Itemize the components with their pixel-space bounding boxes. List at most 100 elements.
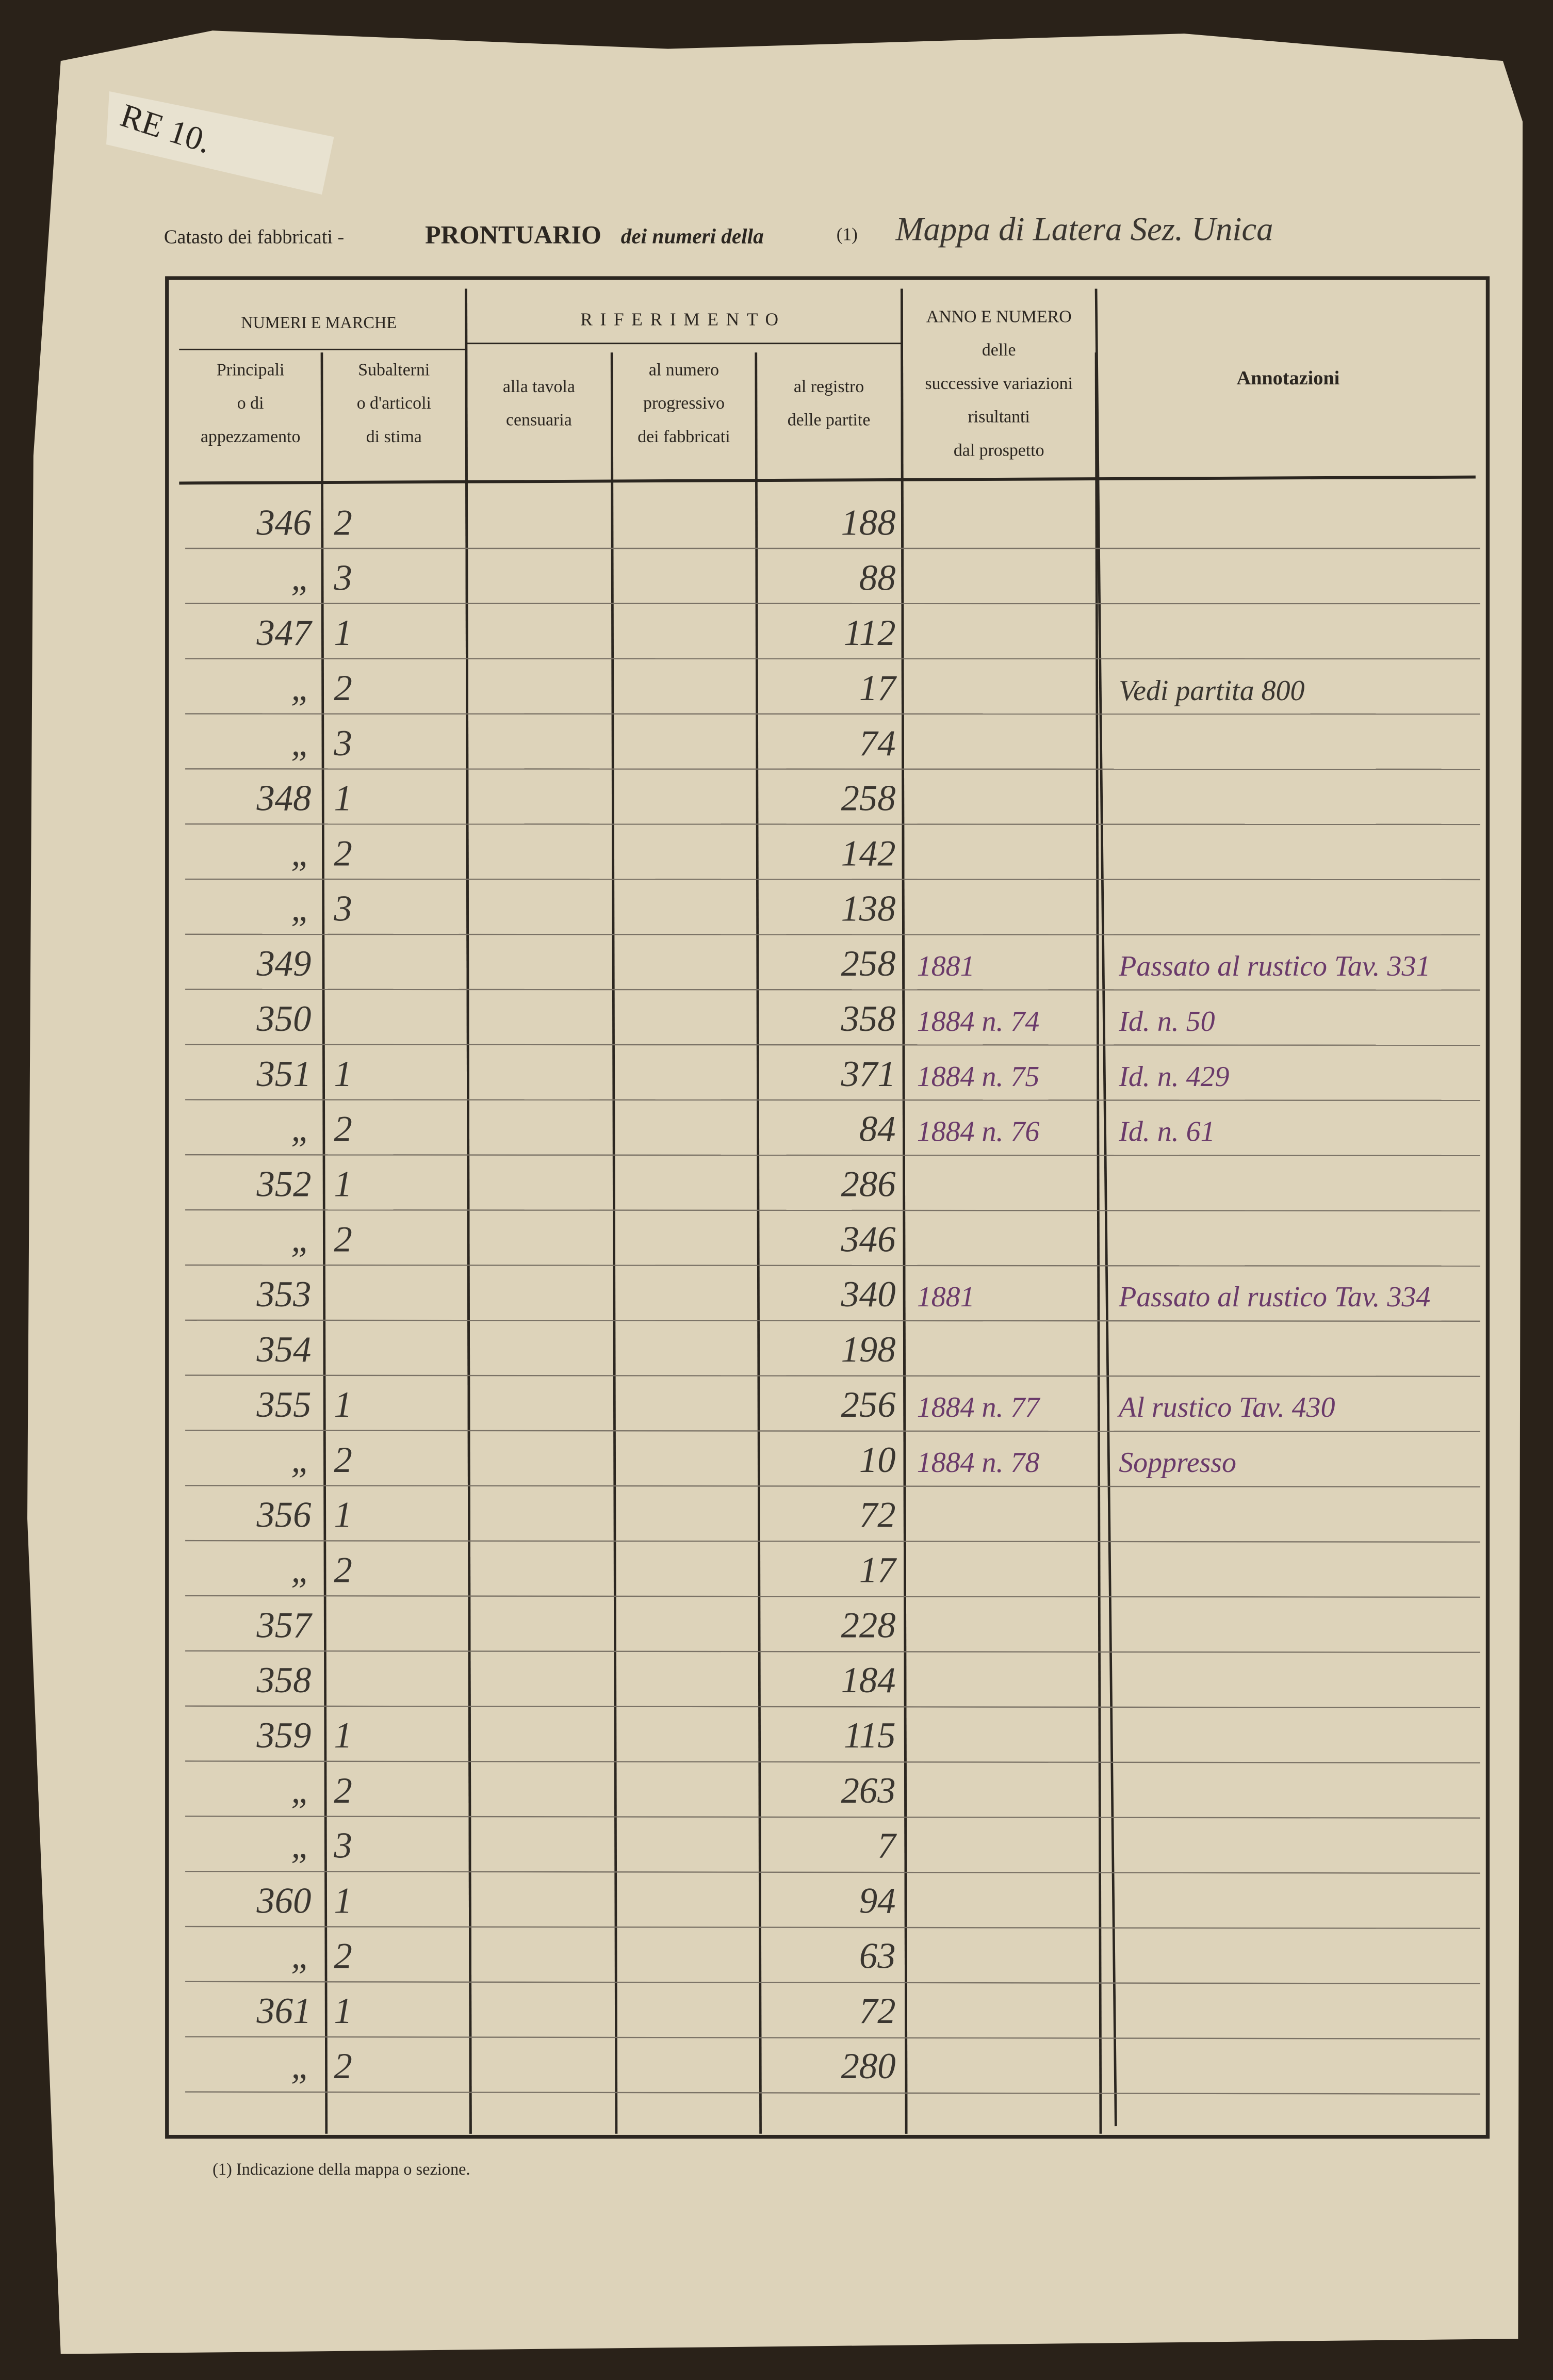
cell-anno: 1881 — [917, 950, 975, 982]
column-header: Subalterni — [358, 360, 430, 379]
cell-principale: 351 — [256, 1054, 311, 1094]
cell-subalterno: 2 — [334, 834, 352, 874]
row-rule — [185, 1925, 1480, 1929]
cell-registro: 142 — [841, 834, 896, 874]
column-header: al registro — [794, 377, 864, 396]
cell-annotazioni: Soppresso — [1119, 1447, 1236, 1479]
cell-subalterno: 3 — [334, 723, 352, 764]
column-header: delle partite — [788, 411, 871, 430]
cell-subalterno: 2 — [334, 1109, 352, 1149]
column-header: successive variazioni — [925, 374, 1072, 393]
cell-principale: 360 — [256, 1881, 311, 1921]
title-suffix: dei numeri della — [621, 224, 764, 248]
cell-principale: „ — [291, 1550, 311, 1590]
column-header: dei fabbricati — [637, 427, 730, 446]
cell-registro: 340 — [841, 1274, 896, 1315]
footnote: (1) Indicazione della mappa o sezione. — [212, 2160, 470, 2179]
cell-principale: „ — [291, 1771, 311, 1811]
label-sticker — [106, 91, 334, 195]
cell-registro: 198 — [841, 1330, 896, 1370]
cell-subalterno: 1 — [334, 1495, 352, 1535]
cell-principale: 349 — [256, 944, 311, 984]
cell-registro: 258 — [841, 944, 896, 984]
cell-subalterno: 2 — [334, 2046, 352, 2086]
cell-subalterno: 1 — [334, 1385, 352, 1425]
note-ref: (1) — [837, 224, 858, 244]
cell-anno: 1884 n. 78 — [917, 1447, 1040, 1479]
title-prefix: Catasto dei fabbricati - — [164, 226, 344, 248]
cell-anno: 1884 n. 76 — [917, 1116, 1040, 1148]
row-rule — [185, 1870, 1480, 1874]
row-rule — [185, 1154, 1480, 1157]
cell-principale: „ — [291, 888, 311, 929]
row-rule — [185, 1981, 1480, 1984]
row-rule — [185, 1760, 1480, 1763]
cell-registro: 112 — [844, 613, 896, 653]
cell-principale: „ — [291, 1936, 311, 1976]
row-rule — [185, 1264, 1480, 1267]
cell-subalterno: 1 — [334, 1054, 352, 1094]
cell-registro: 17 — [859, 668, 897, 708]
cell-registro: 72 — [859, 1991, 896, 2031]
cell-anno: 1884 n. 75 — [917, 1061, 1040, 1093]
cell-annotazioni: Passato al rustico Tav. 334 — [1118, 1281, 1430, 1313]
cell-principale: 356 — [256, 1495, 311, 1535]
column-header: appezzamento — [201, 427, 300, 446]
cell-principale: „ — [291, 1219, 311, 1259]
cell-subalterno: 2 — [334, 1936, 352, 1976]
cell-principale: 354 — [256, 1330, 311, 1370]
cell-anno: 1884 n. 77 — [917, 1391, 1041, 1423]
cell-registro: 371 — [841, 1054, 896, 1094]
cell-registro: 256 — [841, 1385, 896, 1425]
column-line — [755, 352, 762, 2134]
cell-registro: 88 — [859, 558, 896, 598]
cell-principale: „ — [291, 1109, 311, 1149]
cell-registro: 94 — [859, 1881, 896, 1921]
column-header: ANNO E NUMERO — [926, 307, 1072, 326]
cell-registro: 72 — [859, 1495, 896, 1535]
cell-subalterno: 2 — [334, 503, 352, 543]
cell-registro: 63 — [859, 1936, 896, 1976]
cell-subalterno: 1 — [334, 1715, 352, 1756]
row-rule — [185, 1209, 1480, 1212]
row-rule — [185, 1374, 1480, 1377]
cell-registro: 84 — [859, 1109, 896, 1149]
paper — [27, 30, 1523, 2354]
cell-principale: „ — [291, 1440, 311, 1480]
cell-annotazioni: Id. n. 50 — [1118, 1006, 1215, 1038]
cell-registro: 286 — [841, 1164, 896, 1205]
row-rule — [185, 1595, 1480, 1598]
column-line — [320, 352, 328, 2134]
cell-annotazioni: Passato al rustico Tav. 331 — [1118, 950, 1430, 982]
cell-annotazioni: Id. n. 61 — [1118, 1116, 1215, 1148]
cell-principale: 347 — [256, 613, 313, 653]
cell-subalterno: 3 — [334, 558, 352, 598]
cell-principale: „ — [291, 668, 311, 708]
column-header: censuaria — [506, 411, 572, 430]
cell-subalterno: 3 — [334, 1826, 352, 1866]
cell-registro: 228 — [841, 1605, 896, 1645]
row-rule — [185, 2091, 1480, 2095]
column-header: alla tavola — [503, 377, 575, 396]
cell-subalterno: 1 — [334, 1881, 352, 1921]
cell-registro: 280 — [841, 2046, 896, 2086]
row-rule — [185, 933, 1480, 936]
cell-subalterno: 2 — [334, 1771, 352, 1811]
header-rule — [179, 475, 1476, 485]
cell-registro: 188 — [841, 503, 896, 543]
cell-registro: 346 — [841, 1219, 896, 1259]
row-rule — [185, 1485, 1480, 1487]
row-rule — [185, 878, 1480, 881]
row-rule — [185, 1099, 1480, 1102]
column-header: Principali — [217, 360, 285, 379]
cell-principale: 350 — [256, 999, 311, 1039]
cell-principale: „ — [291, 1826, 311, 1866]
cell-subalterno: 1 — [334, 1164, 352, 1205]
cell-principale: 358 — [256, 1660, 311, 1701]
cell-registro: 258 — [841, 779, 896, 819]
cell-subalterno: 1 — [334, 779, 352, 819]
column-header: risultanti — [968, 408, 1030, 427]
column-header: dal prospetto — [954, 441, 1044, 460]
cell-principale: 359 — [256, 1715, 311, 1756]
